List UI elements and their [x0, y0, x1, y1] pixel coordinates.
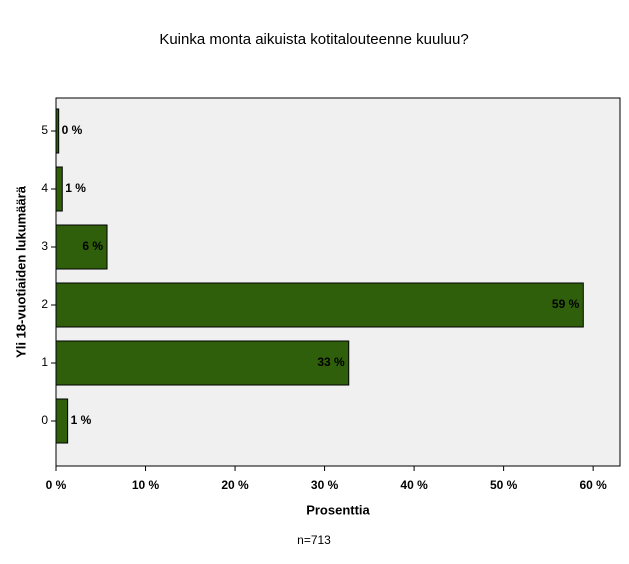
y-tick-label: 0 [41, 413, 48, 427]
y-tick-label: 1 [41, 355, 48, 369]
y-tick-label: 4 [41, 181, 48, 195]
x-tick-label: 40 % [400, 478, 428, 492]
x-tick-label: 10 % [132, 478, 160, 492]
x-tick-label: 60 % [579, 478, 607, 492]
note: n=713 [297, 533, 331, 547]
value-label: 1 % [65, 181, 86, 195]
y-tick-label: 5 [41, 123, 48, 137]
x-tick-label: 30 % [311, 478, 339, 492]
value-label: 33 % [317, 355, 345, 369]
bar [55, 340, 350, 386]
x-tick-label: 50 % [490, 478, 518, 492]
value-label: 59 % [552, 297, 580, 311]
y-tick-label: 2 [41, 297, 48, 311]
y-tick-label: 3 [41, 239, 48, 253]
value-label: 6 % [82, 239, 103, 253]
value-label: 1 % [71, 413, 92, 427]
chart-title: Kuinka monta aikuista kotitalouteenne ku… [159, 31, 468, 48]
bar [55, 282, 584, 328]
x-tick-label: 20 % [221, 478, 249, 492]
bar [55, 108, 60, 154]
x-axis-label: Prosenttia [306, 502, 370, 517]
y-axis-label: Yli 18-vuotiaiden lukumäärä [13, 185, 28, 358]
plot-area [55, 97, 621, 467]
value-label: 0 % [62, 123, 83, 137]
bar [55, 398, 69, 444]
bar [55, 224, 108, 270]
x-tick-label: 0 % [46, 478, 67, 492]
bar [55, 166, 63, 212]
